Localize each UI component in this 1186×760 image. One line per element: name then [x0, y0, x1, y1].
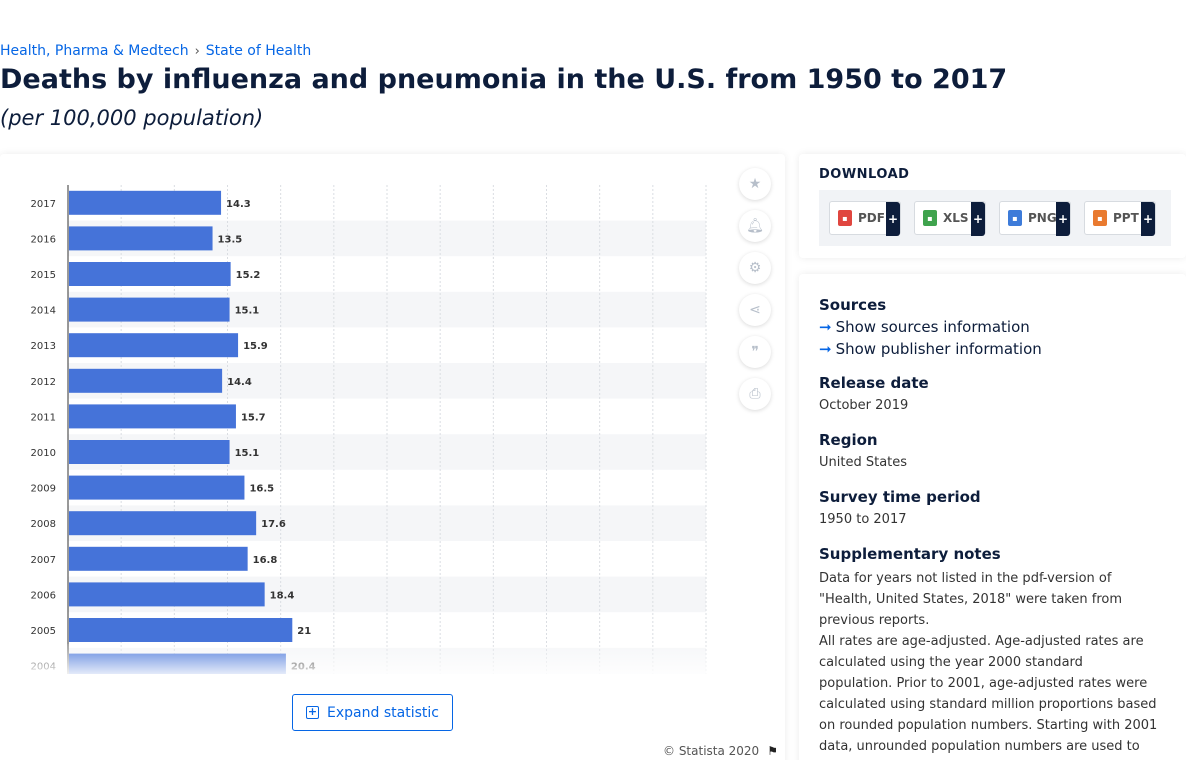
bar: [69, 547, 248, 571]
bell-icon[interactable]: 🔔︎: [739, 210, 771, 242]
bar: [69, 476, 244, 500]
data-label: 16.8: [253, 555, 278, 566]
bar: [69, 511, 256, 535]
arrow-right-icon: ➞: [819, 318, 832, 336]
plus-icon: +: [1141, 202, 1155, 236]
plus-icon: +: [306, 706, 319, 719]
pdf-file-icon: ▪: [838, 210, 852, 226]
download-title: DOWNLOAD: [819, 167, 909, 182]
data-label: 18.4: [270, 590, 295, 601]
bar: [69, 582, 265, 606]
y-tick-label: 2014: [31, 306, 56, 317]
share-icon[interactable]: ⋖: [739, 294, 771, 326]
y-tick-label: 2016: [31, 234, 56, 245]
data-label: 17.6: [261, 519, 286, 530]
y-tick-label: 2012: [31, 377, 56, 388]
data-label: 14.4: [227, 377, 252, 388]
y-tick-label: 2015: [31, 270, 56, 281]
expand-statistic-button[interactable]: + Expand statistic: [292, 694, 453, 731]
chart-card: 2017 14.3 2016 13.5 2015 15.2 2014 15.1 2013 15.9…: [0, 154, 785, 760]
sources-label: Sources: [819, 296, 1166, 314]
region-label: Region: [819, 431, 1166, 449]
y-tick-label: 2005: [31, 626, 56, 637]
show-publisher-link[interactable]: ➞ Show publisher information: [819, 340, 1166, 358]
show-publisher-label: Show publisher information: [836, 340, 1042, 358]
chart-fade-overlay: [0, 644, 720, 680]
breadcrumb-link-state-of-health[interactable]: State of Health: [206, 43, 311, 59]
bar: [69, 333, 238, 357]
show-sources-link[interactable]: ➞ Show sources information: [819, 318, 1166, 336]
y-tick-label: 2010: [31, 448, 56, 459]
gear-icon[interactable]: ⚙: [739, 252, 771, 284]
data-label: 15.9: [243, 341, 268, 352]
quote-icon[interactable]: ❞: [739, 336, 771, 368]
data-label: 15.1: [235, 448, 260, 459]
print-icon[interactable]: ⎙: [739, 378, 771, 410]
breadcrumb: Health, Pharma & Medtech › State of Heal…: [0, 43, 311, 59]
supplementary-notes-label: Supplementary notes: [819, 545, 1166, 563]
data-label: 16.5: [249, 484, 274, 495]
data-label: 15.7: [241, 412, 266, 423]
bar: [69, 369, 222, 393]
y-tick-label: 2017: [31, 199, 56, 210]
page-subtitle: (per 100,000 population): [0, 106, 263, 130]
breadcrumb-link-health[interactable]: Health, Pharma & Medtech: [0, 43, 189, 59]
show-sources-label: Show sources information: [836, 318, 1030, 336]
download-pdf-button[interactable]: ▪ PDF +: [829, 201, 901, 235]
y-tick-label: 2006: [31, 590, 56, 601]
bar: [69, 404, 236, 428]
region-value: United States: [819, 455, 1166, 470]
y-tick-label: 2011: [31, 412, 56, 423]
plus-icon: +: [971, 202, 985, 236]
download-xls-label: XLS: [943, 211, 969, 225]
bar: [69, 262, 231, 286]
survey-period-label: Survey time period: [819, 488, 1166, 506]
flag-icon[interactable]: ⚑: [767, 744, 778, 758]
png-file-icon: ▪: [1008, 210, 1022, 226]
bar-chart: 2017 14.3 2016 13.5 2015 15.2 2014 15.1 2013 15.9…: [0, 154, 720, 674]
download-buttons: ▪ PDF + ▪ XLS + ▪ PNG + ▪ PPT +: [819, 190, 1171, 246]
copyright: © Statista 2020 ⚑: [663, 744, 778, 758]
arrow-right-icon: ➞: [819, 340, 832, 358]
download-pdf-label: PDF: [858, 211, 885, 225]
y-tick-label: 2009: [31, 484, 56, 495]
bar: [69, 618, 292, 642]
data-label: 15.2: [236, 270, 261, 281]
bar: [69, 298, 230, 322]
info-card: Sources ➞ Show sources information ➞ Sho…: [799, 274, 1186, 760]
download-xls-button[interactable]: ▪ XLS +: [914, 201, 986, 235]
release-date-label: Release date: [819, 374, 1166, 392]
data-label: 13.5: [218, 234, 243, 245]
expand-statistic-label: Expand statistic: [327, 705, 439, 721]
download-png-label: PNG: [1028, 211, 1057, 225]
page-title: Deaths by influenza and pneumonia in the…: [0, 64, 1007, 95]
y-tick-label: 2008: [31, 519, 56, 530]
bar: [69, 226, 213, 250]
supplementary-notes-1: Data for years not listed in the pdf-ver…: [819, 568, 1159, 631]
supplementary-notes-2: All rates are age-adjusted. Age-adjusted…: [819, 631, 1159, 760]
data-label: 21: [297, 626, 311, 637]
breadcrumb-separator: ›: [195, 44, 200, 59]
download-ppt-label: PPT: [1113, 211, 1139, 225]
copyright-text: © Statista 2020: [663, 744, 759, 758]
survey-period-value: 1950 to 2017: [819, 512, 1166, 527]
bar: [69, 191, 221, 215]
data-label: 15.1: [235, 306, 260, 317]
download-card: DOWNLOAD ▪ PDF + ▪ XLS + ▪ PNG + ▪ PPT +: [799, 154, 1186, 258]
download-png-button[interactable]: ▪ PNG +: [999, 201, 1071, 235]
ppt-file-icon: ▪: [1093, 210, 1107, 226]
plus-icon: +: [1056, 202, 1070, 236]
xls-file-icon: ▪: [923, 210, 937, 226]
release-date-value: October 2019: [819, 398, 1166, 413]
download-ppt-button[interactable]: ▪ PPT +: [1084, 201, 1156, 235]
star-icon[interactable]: ★: [739, 168, 771, 200]
y-tick-label: 2007: [31, 555, 56, 566]
y-tick-label: 2013: [31, 341, 56, 352]
chart-toolbar: ★ 🔔︎ ⚙ ⋖ ❞ ⎙: [739, 168, 771, 410]
data-label: 14.3: [226, 199, 251, 210]
bar: [69, 440, 230, 464]
plus-icon: +: [886, 202, 900, 236]
